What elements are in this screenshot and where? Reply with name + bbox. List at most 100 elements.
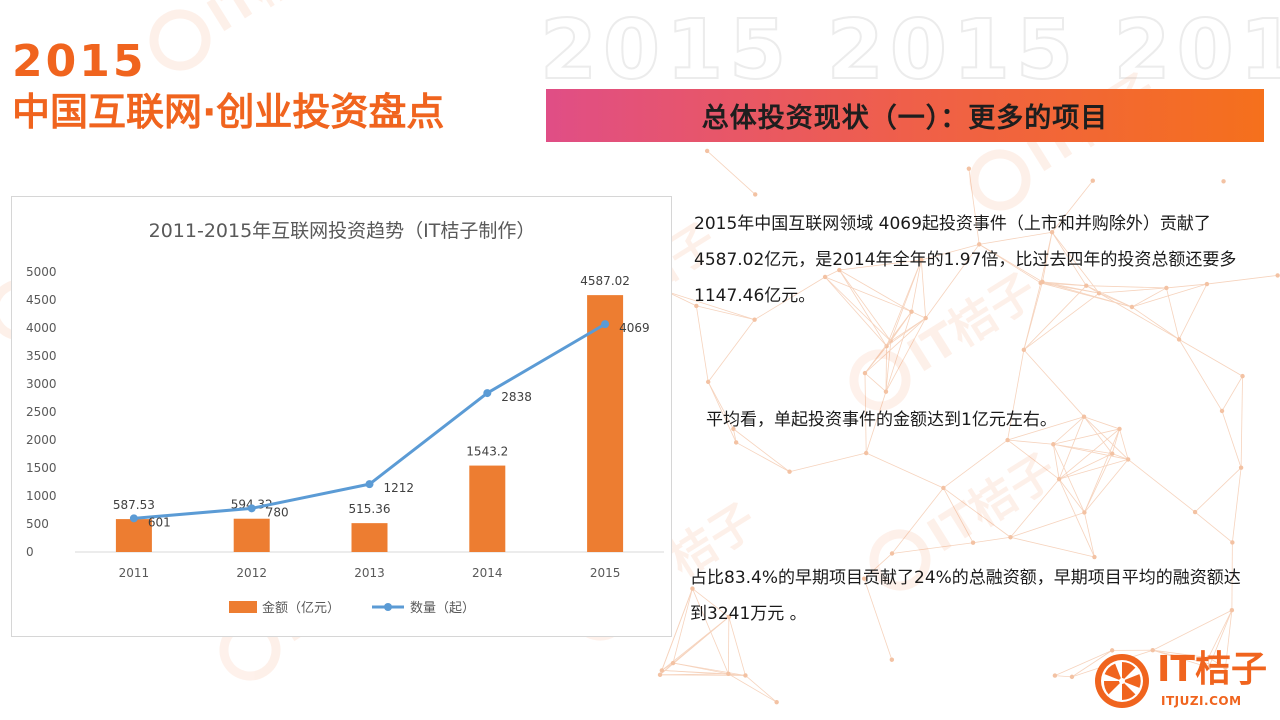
network-link <box>1042 281 1100 294</box>
legend-bar-swatch <box>229 601 257 613</box>
network-link <box>1053 416 1085 445</box>
network-node <box>1008 535 1013 540</box>
y-tick-label: 2500 <box>26 405 57 419</box>
network-node <box>1240 373 1245 379</box>
network-node <box>862 370 868 376</box>
network-link <box>911 311 926 319</box>
network-node <box>1230 540 1235 545</box>
network-link <box>1083 416 1120 430</box>
line-data-label: 2838 <box>501 390 532 404</box>
network-node <box>1125 457 1131 462</box>
legend-line-label: 数量（起） <box>410 601 475 616</box>
network-link <box>824 276 912 313</box>
network-link <box>1058 478 1085 513</box>
network-node <box>1051 442 1056 447</box>
network-link <box>1023 292 1100 351</box>
network-node <box>726 614 732 620</box>
network-link <box>885 346 887 392</box>
network-link <box>672 662 729 675</box>
network-link <box>707 381 734 430</box>
network-link <box>911 259 922 312</box>
line-data-label: 4069 <box>619 321 650 335</box>
network-link <box>973 536 1011 544</box>
network-link <box>1208 657 1226 669</box>
y-tick-label: 3500 <box>26 349 57 363</box>
network-pattern <box>657 148 1280 705</box>
bar-amount <box>469 465 506 552</box>
watermark-orange-icon <box>149 9 211 71</box>
network-link <box>1084 512 1095 558</box>
network-link <box>1010 512 1085 538</box>
network-link <box>925 244 980 319</box>
network-node <box>1129 304 1135 310</box>
network-link <box>1052 444 1085 513</box>
network-node <box>837 267 842 273</box>
x-tick-label: 2015 <box>590 566 621 580</box>
network-link <box>1111 428 1120 454</box>
network-link <box>864 311 912 374</box>
network-link <box>1054 650 1113 676</box>
network-link <box>1208 610 1233 658</box>
bar-data-label: 4587.02 <box>580 274 630 288</box>
network-link <box>1131 306 1180 340</box>
network-link <box>1152 649 1209 668</box>
network-node <box>1049 230 1055 235</box>
network-link <box>1051 180 1094 233</box>
bar-amount <box>233 518 270 552</box>
x-tick-label: 2013 <box>354 566 385 580</box>
network-link <box>1127 459 1196 513</box>
network-link <box>1208 610 1233 668</box>
network-node <box>1082 510 1087 515</box>
network-link <box>1007 439 1060 480</box>
network-link <box>1178 283 1208 340</box>
network-link <box>661 662 674 671</box>
y-tick-label: 2000 <box>26 433 57 447</box>
network-node <box>1069 674 1075 680</box>
network-link <box>1058 478 1095 558</box>
y-tick-label: 4500 <box>26 293 57 307</box>
network-link <box>706 150 756 195</box>
chart-title: 2011-2015年互联网投资趋势（IT桔子制作） <box>149 220 536 242</box>
network-link <box>1098 292 1180 340</box>
network-link <box>824 276 887 347</box>
network-node <box>909 309 914 314</box>
network-link <box>1221 375 1243 412</box>
network-link <box>732 428 737 443</box>
network-link <box>1166 287 1180 340</box>
x-tick-label: 2011 <box>119 566 150 580</box>
x-tick-label: 2012 <box>236 566 267 580</box>
network-node <box>657 672 663 678</box>
paragraph-early-stage: 占比83.4%的早期项目贡献了24%的总融资额，早期项目平均的融资额达到3241… <box>690 568 1241 624</box>
network-link <box>1131 283 1208 308</box>
network-link <box>839 269 892 342</box>
chart-canvas: 2011-2015年互联网投资趋势（IT桔子制作） 0 500 1000 1500 20… <box>26 220 664 616</box>
network-link <box>1152 649 1226 669</box>
network-node <box>1176 337 1182 342</box>
network-node <box>977 242 982 247</box>
network-link <box>1042 281 1087 287</box>
slide-year: 2015 <box>12 36 147 87</box>
network-node <box>1192 509 1198 515</box>
line-point <box>247 504 256 513</box>
network-link <box>1010 536 1095 558</box>
network-link <box>1240 376 1243 468</box>
network-link <box>1178 339 1243 377</box>
paragraph-total: 2015年中国互联网领域 4069起投资事件（上市和并购除外）贡献了4587.0… <box>694 214 1237 306</box>
network-link <box>824 276 892 342</box>
network-link <box>863 578 893 660</box>
network-link <box>789 452 867 473</box>
network-link <box>1086 285 1133 308</box>
network-link <box>943 487 974 543</box>
network-node <box>670 660 676 666</box>
network-link <box>920 259 927 319</box>
network-link <box>886 259 922 347</box>
network-link <box>1058 428 1120 480</box>
itjuzi-logo: IT桔子 ITJUZI.COM <box>1093 652 1273 712</box>
network-link <box>968 168 980 245</box>
network-link <box>865 391 887 454</box>
network-link <box>1112 453 1129 460</box>
network-link <box>1083 416 1129 460</box>
network-link <box>1152 609 1233 651</box>
network-link <box>696 305 755 321</box>
network-node <box>1021 347 1027 353</box>
